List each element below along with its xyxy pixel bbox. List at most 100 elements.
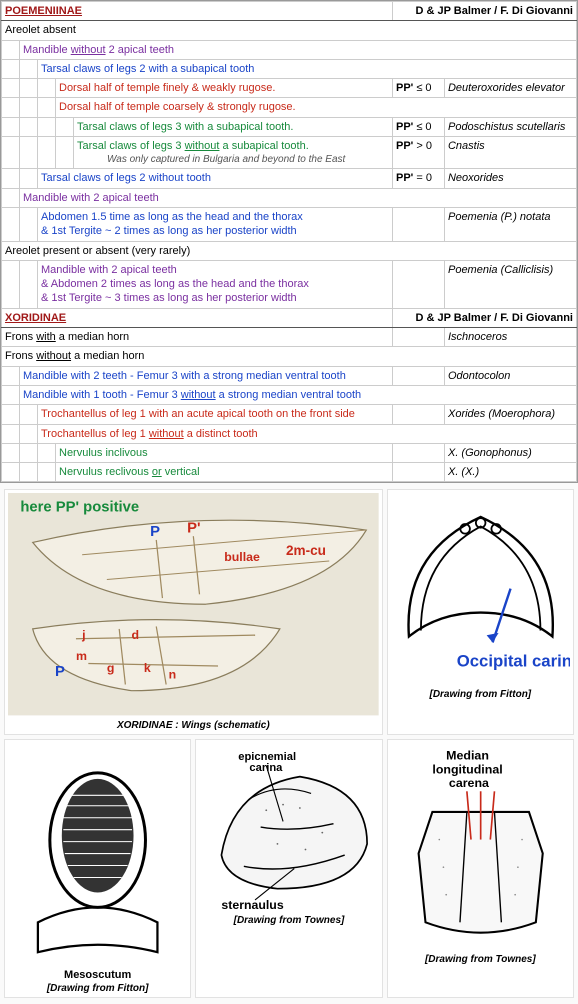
svg-text:Median: Median: [446, 748, 489, 762]
pp-cell: [392, 328, 444, 347]
wing-caption: XORIDINAE : Wings (schematic): [8, 720, 379, 731]
key-row: Tarsal claws of legs 3 without a subapic…: [2, 137, 577, 169]
indent-cell: [2, 207, 20, 241]
indent-cell: [20, 207, 38, 241]
species-cell: X. (Gonophonus): [444, 443, 576, 462]
species-cell: Odontocolon: [444, 366, 576, 385]
svg-text:epicnemial: epicnemial: [239, 751, 297, 763]
indent-cell: [38, 443, 56, 462]
pp-cell: PP' ≤ 0: [392, 117, 444, 136]
indent-cell: [2, 385, 20, 404]
indent-cell: [2, 366, 20, 385]
pp-cell: [392, 366, 444, 385]
figure-occipital: Occipital carina [Drawing from Fitton]: [387, 489, 574, 734]
family-name: POEMENIINAE: [2, 2, 393, 21]
indent-cell: [20, 79, 38, 98]
svg-text:P': P': [187, 521, 200, 537]
svg-text:sternaulus: sternaulus: [222, 898, 284, 911]
key-row: Tarsal claws of legs 3 with a subapical …: [2, 117, 577, 136]
carena-caption: [Drawing from Townes]: [391, 954, 570, 965]
family-authors: D & JP Balmer / F. Di Giovanni: [392, 2, 576, 21]
indent-cell: [2, 59, 20, 78]
figures-grid: here PP' positive P P' bullae 2m-cu j d …: [0, 483, 578, 1004]
svg-text:j: j: [81, 628, 85, 642]
sternaulus-svg: epicnemial carina sternaulus: [199, 743, 378, 911]
key-text: Tarsal claws of legs 3 with a subapical …: [74, 117, 393, 136]
pp-cell: [392, 405, 444, 424]
key-row: Mandible with 2 apical teeth: [2, 188, 577, 207]
indent-cell: [2, 40, 20, 59]
indent-cell: [2, 443, 20, 462]
indent-cell: [20, 117, 38, 136]
wing-title: here PP' positive: [20, 500, 139, 516]
key-row: Nervulus inclivousX. (Gonophonus): [2, 443, 577, 462]
pp-cell: PP' ≤ 0: [392, 79, 444, 98]
key-row: Dorsal half of temple finely & weakly ru…: [2, 79, 577, 98]
key-text: Abdomen 1.5 time as long as the head and…: [38, 207, 393, 241]
mesoscutum-caption: [Drawing from Fitton]: [8, 983, 187, 994]
key-row: Areolet present or absent (very rarely): [2, 241, 577, 260]
indent-cell: [20, 463, 38, 482]
key-text: Areolet present or absent (very rarely): [2, 241, 577, 260]
key-table-container: POEMENIINAED & JP Balmer / F. Di Giovann…: [0, 0, 578, 483]
family-header: XORIDINAED & JP Balmer / F. Di Giovanni: [2, 308, 577, 327]
svg-text:carena: carena: [449, 776, 489, 790]
indent-cell: [2, 424, 20, 443]
species-cell: Cnastis: [444, 137, 576, 169]
key-text: Frons with a median horn: [2, 328, 393, 347]
species-cell: Neoxorides: [444, 169, 576, 188]
sternaulus-caption: [Drawing from Townes]: [199, 915, 378, 926]
key-text: Dorsal half of temple finely & weakly ru…: [56, 79, 393, 98]
pp-cell: [392, 260, 444, 308]
key-row: Mandible without 2 apical teeth: [2, 40, 577, 59]
key-text: Mandible with 2 apical teeth& Abdomen 2 …: [38, 260, 393, 308]
figure-mesoscutum: Mesoscutum [Drawing from Fitton]: [4, 739, 191, 998]
key-row: Tarsal claws of legs 2 with a subapical …: [2, 59, 577, 78]
figure-wing: here PP' positive P P' bullae 2m-cu j d …: [4, 489, 383, 734]
indent-cell: [2, 137, 20, 169]
key-text: Tarsal claws of legs 2 without tooth: [38, 169, 393, 188]
svg-text:n: n: [169, 668, 177, 682]
key-text: Dorsal half of temple coarsely & strongl…: [56, 98, 577, 117]
key-row: Nervulus reclivous or verticalX. (X.): [2, 463, 577, 482]
svg-text:longitudinal: longitudinal: [432, 762, 502, 776]
key-text: Mandible with 1 tooth - Femur 3 without …: [20, 385, 577, 404]
svg-text:2m-cu: 2m-cu: [286, 543, 326, 558]
occipital-caption: [Drawing from Fitton]: [391, 689, 570, 700]
pp-cell: [392, 443, 444, 462]
family-authors: D & JP Balmer / F. Di Giovanni: [392, 308, 576, 327]
carena-svg: Median longitudinal carena: [391, 743, 570, 950]
key-text: Mandible with 2 apical teeth: [20, 188, 577, 207]
indent-cell: [56, 137, 74, 169]
figure-sternaulus: epicnemial carina sternaulus [Drawing fr…: [195, 739, 382, 998]
indent-cell: [38, 137, 56, 169]
key-row: Tarsal claws of legs 2 without toothPP' …: [2, 169, 577, 188]
pp-cell: PP' = 0: [392, 169, 444, 188]
key-text: Frons without a median horn: [2, 347, 577, 366]
key-row: Mandible with 2 teeth - Femur 3 with a s…: [2, 366, 577, 385]
key-text: Areolet absent: [2, 21, 577, 40]
key-text: Tarsal claws of legs 2 with a subapical …: [38, 59, 577, 78]
family-name: XORIDINAE: [2, 308, 393, 327]
pp-cell: [392, 463, 444, 482]
indent-cell: [20, 59, 38, 78]
species-cell: Xorides (Moerophora): [444, 405, 576, 424]
key-row: Abdomen 1.5 time as long as the head and…: [2, 207, 577, 241]
key-text: Mandible without 2 apical teeth: [20, 40, 577, 59]
svg-text:k: k: [144, 662, 151, 676]
species-cell: Ischnoceros: [444, 328, 576, 347]
pp-cell: PP' > 0: [392, 137, 444, 169]
indent-cell: [2, 117, 20, 136]
indent-cell: [20, 98, 38, 117]
indent-cell: [20, 443, 38, 462]
svg-text:P: P: [55, 664, 65, 680]
key-row: Frons with a median horn Ischnoceros: [2, 328, 577, 347]
figure-carena: Median longitudinal carena [Drawing from…: [387, 739, 574, 998]
indent-cell: [38, 79, 56, 98]
wing-svg: here PP' positive P P' bullae 2m-cu j d …: [8, 493, 379, 715]
occipital-svg: Occipital carina: [391, 493, 570, 684]
key-text: Nervulus reclivous or vertical: [56, 463, 393, 482]
key-text: Trochantellus of leg 1 with an acute api…: [38, 405, 393, 424]
indent-cell: [2, 79, 20, 98]
species-cell: Deuteroxorides elevator: [444, 79, 576, 98]
